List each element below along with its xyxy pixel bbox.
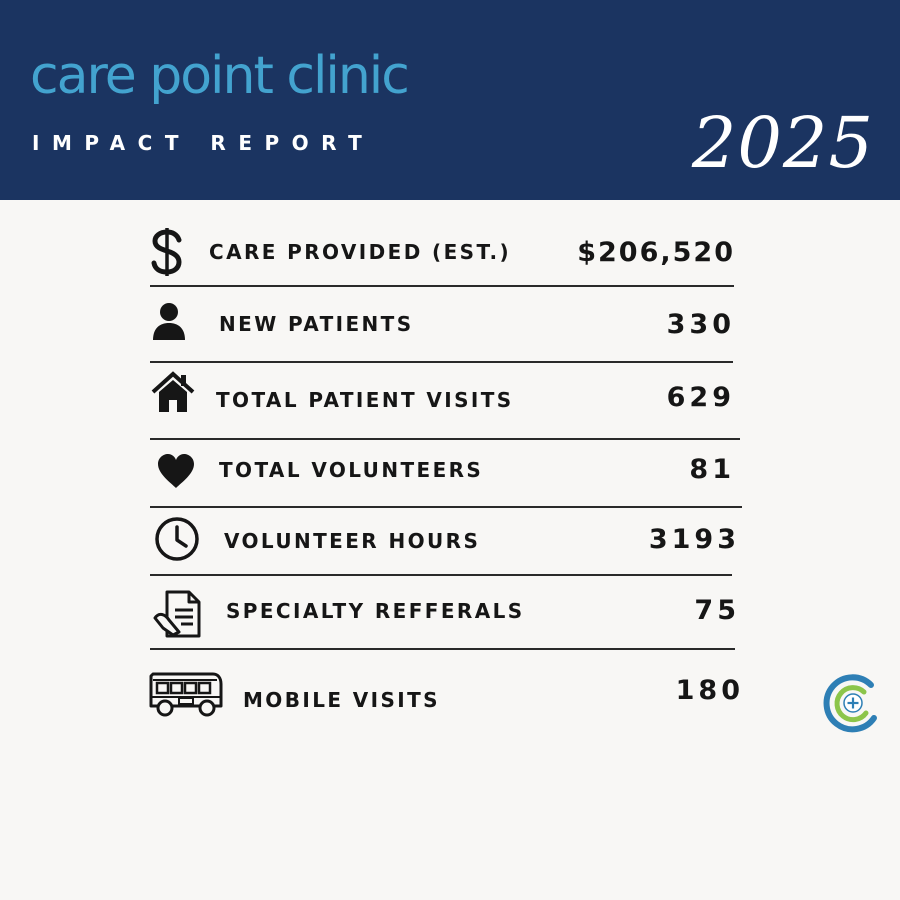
divider [150, 361, 733, 363]
stat-label: NEW PATIENTS [219, 312, 414, 336]
stat-label: SPECIALTY REFFERALS [226, 599, 525, 623]
brand-name: care point clinic [30, 46, 410, 106]
clock-icon [154, 516, 200, 562]
stat-label: CARE PROVIDED (EST.) [209, 240, 512, 264]
clinic-logo-icon [822, 672, 884, 734]
report-subtitle: IMPACT REPORT [32, 131, 375, 155]
stat-label: VOLUNTEER HOURS [224, 529, 481, 553]
person-icon [152, 302, 186, 340]
heart-icon [157, 453, 195, 489]
report-year: 2025 [691, 102, 874, 184]
stat-label: MOBILE VISITS [243, 688, 440, 712]
bus-icon [149, 670, 223, 718]
referral-document-icon [153, 588, 203, 640]
stat-label: TOTAL PATIENT VISITS [216, 388, 514, 412]
stat-label: TOTAL VOLUNTEERS [219, 458, 484, 482]
stat-value: 81 [689, 454, 735, 485]
header-banner: care point clinic IMPACT REPORT 2025 [0, 0, 900, 200]
stat-value: 629 [666, 382, 735, 413]
divider [150, 574, 732, 576]
stat-value: 330 [666, 309, 735, 340]
stat-value: 180 [675, 675, 744, 706]
divider [150, 506, 742, 508]
house-icon [151, 370, 195, 414]
stat-value: $206,520 [577, 237, 735, 268]
dollar-icon [150, 226, 184, 278]
divider [150, 648, 735, 650]
stat-value: 75 [694, 595, 740, 626]
divider [150, 285, 734, 287]
divider [150, 438, 740, 440]
stat-value: 3193 [648, 524, 740, 555]
